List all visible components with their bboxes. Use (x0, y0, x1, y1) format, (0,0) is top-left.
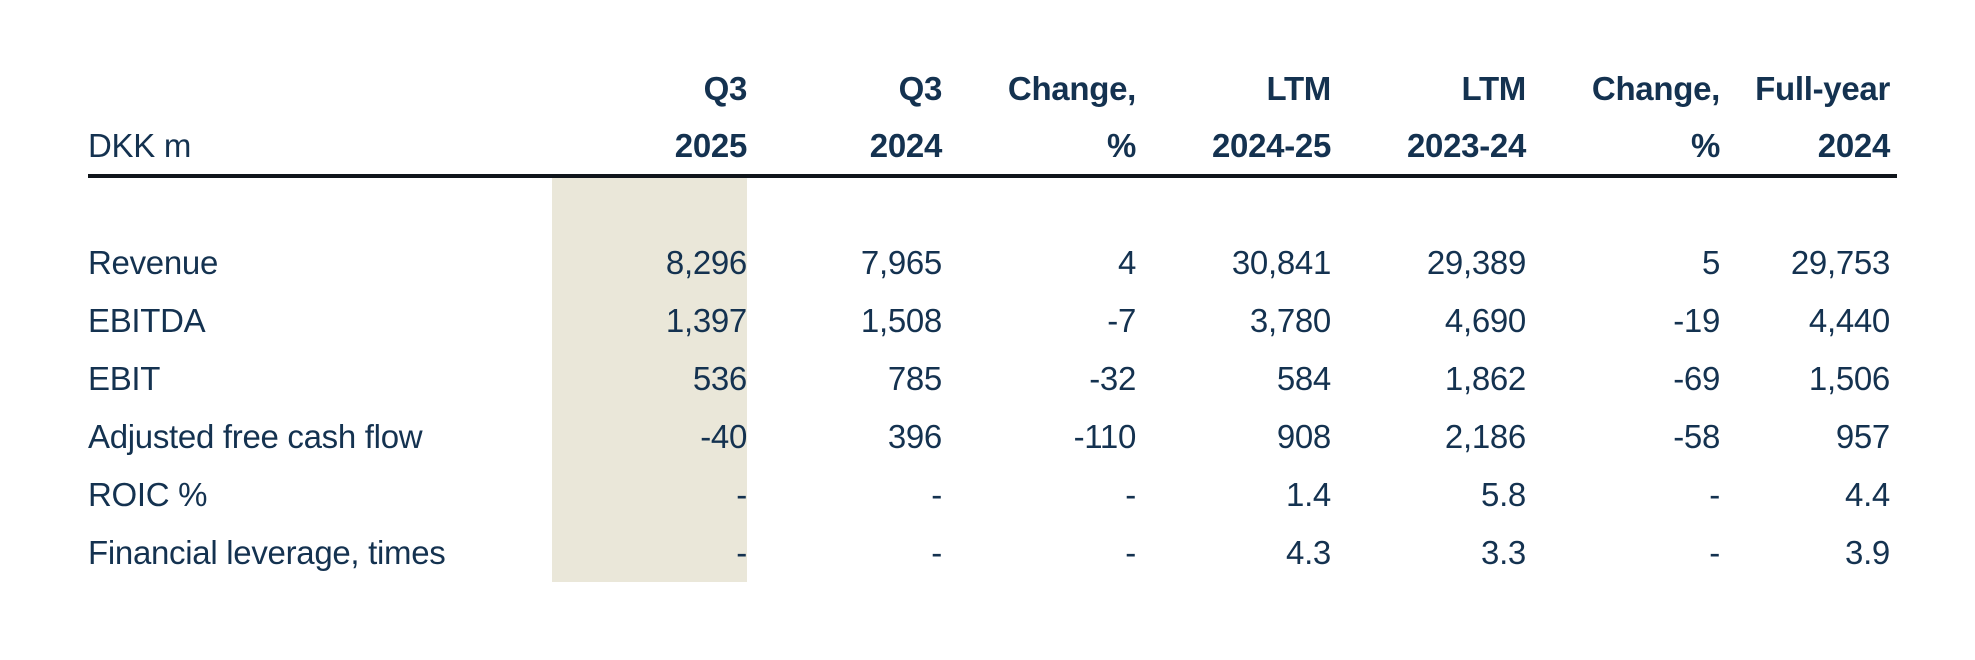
value-cell: 584 (1276, 360, 1331, 397)
value-cell: - (1709, 534, 1720, 571)
value-cell: 29,389 (1426, 244, 1526, 281)
row-label: EBIT (88, 360, 161, 397)
value-cell: 2,186 (1444, 418, 1526, 455)
table-row-ebitda: EBITDA 1,397 1,508 -7 3,780 4,690 -19 4,… (88, 292, 1897, 350)
header-row-period: Q3 Q3 Change, LTM LTM Change, Full-year (88, 60, 1897, 118)
header-q3-2024-line2: 2024 (747, 118, 942, 178)
value-cell: -40 (552, 408, 747, 466)
unit-label: DKK m (88, 118, 552, 178)
value-cell: 396 (887, 418, 942, 455)
financial-summary-table: Q3 Q3 Change, LTM LTM Change, Full-year … (88, 60, 1897, 582)
table-row-financial-leverage: Financial leverage, times - - - 4.3 3.3 … (88, 524, 1897, 582)
header-ltm-2024-25-line2: 2024-25 (1136, 118, 1331, 178)
value-cell: 1,397 (552, 292, 747, 350)
value-cell: 7,965 (860, 244, 942, 281)
row-label: Financial leverage, times (88, 534, 446, 571)
value-cell: 957 (1835, 418, 1890, 455)
value-cell: - (552, 466, 747, 524)
value-cell: 4 (1117, 244, 1136, 281)
value-cell: 3.3 (1481, 534, 1526, 571)
value-cell: 3,780 (1249, 302, 1331, 339)
row-label: ROIC % (88, 476, 208, 513)
header-empty-cell (88, 60, 552, 118)
row-label: Adjusted free cash flow (88, 418, 423, 455)
header-q3-2025-line1: Q3 (703, 70, 748, 107)
table-row-adjusted-free-cash-flow: Adjusted free cash flow -40 396 -110 908… (88, 408, 1897, 466)
header-ltm-2023-24-line2: 2023-24 (1331, 118, 1526, 178)
table-row-roic: ROIC % - - - 1.4 5.8 - 4.4 (88, 466, 1897, 524)
value-cell: 5 (1701, 244, 1720, 281)
value-cell: - (1125, 476, 1136, 513)
row-label: EBITDA (88, 302, 206, 339)
header-q3-2025-line2: 2025 (552, 118, 747, 178)
value-cell: 4,690 (1444, 302, 1526, 339)
header-full-year-line1: Full-year (1755, 70, 1890, 107)
table-row-ebit: EBIT 536 785 -32 584 1,862 -69 1,506 (88, 350, 1897, 408)
value-cell: 4.4 (1845, 476, 1890, 513)
value-cell: 536 (552, 350, 747, 408)
header-change-ltm-line1: Change, (1591, 70, 1720, 107)
value-cell: 908 (1276, 418, 1331, 455)
value-cell: 4,440 (1808, 302, 1890, 339)
value-cell: 4.3 (1286, 534, 1331, 571)
highlight-column-spacer (552, 176, 747, 234)
header-full-year-line2: 2024 (1720, 118, 1897, 178)
value-cell: - (931, 534, 942, 571)
header-change-ltm-line2: % (1526, 118, 1720, 178)
value-cell: 8,296 (552, 234, 747, 292)
row-label: Revenue (88, 244, 218, 281)
value-cell: 1.4 (1286, 476, 1331, 513)
value-cell: -7 (1107, 302, 1136, 339)
value-cell: -19 (1673, 302, 1720, 339)
header-row-year: DKK m 2025 2024 % 2024-25 2023-24 % 2024 (88, 118, 1897, 178)
header-q3-2024-line1: Q3 (898, 70, 943, 107)
value-cell: -110 (1073, 418, 1137, 455)
value-cell: 1,506 (1808, 360, 1890, 397)
value-cell: 29,753 (1790, 244, 1890, 281)
table-row-revenue: Revenue 8,296 7,965 4 30,841 29,389 5 29… (88, 234, 1897, 292)
value-cell: - (552, 524, 747, 582)
value-cell: 1,862 (1444, 360, 1526, 397)
value-cell: -32 (1089, 360, 1136, 397)
header-ltm-2023-24-line1: LTM (1461, 70, 1527, 107)
spacer-row (88, 176, 1897, 234)
header-change-q-line2: % (942, 118, 1136, 178)
table-body: Revenue 8,296 7,965 4 30,841 29,389 5 29… (88, 176, 1897, 582)
value-cell: - (1709, 476, 1720, 513)
value-cell: 5.8 (1481, 476, 1526, 513)
value-cell: 30,841 (1231, 244, 1331, 281)
value-cell: - (931, 476, 942, 513)
value-cell: 1,508 (860, 302, 942, 339)
header-ltm-2024-25-line1: LTM (1266, 70, 1332, 107)
value-cell: - (1125, 534, 1136, 571)
value-cell: -58 (1673, 418, 1720, 455)
header-change-q-line1: Change, (1007, 70, 1136, 107)
value-cell: 785 (887, 360, 942, 397)
value-cell: 3.9 (1845, 534, 1890, 571)
table-header: Q3 Q3 Change, LTM LTM Change, Full-year … (88, 60, 1897, 178)
value-cell: -69 (1673, 360, 1720, 397)
